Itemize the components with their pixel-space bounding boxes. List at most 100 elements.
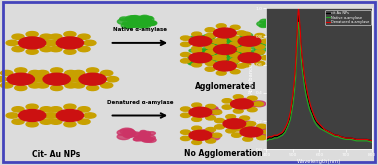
Native α-amylase bbox=[283, 131, 287, 133]
Circle shape bbox=[240, 127, 263, 137]
cit-Au NPs bbox=[333, 134, 338, 136]
Native α-amylase bbox=[333, 136, 338, 138]
Circle shape bbox=[146, 138, 154, 141]
Denatured α-amylase bbox=[272, 134, 277, 136]
Circle shape bbox=[248, 52, 254, 54]
Circle shape bbox=[124, 24, 133, 28]
Circle shape bbox=[234, 39, 244, 43]
Circle shape bbox=[222, 99, 232, 103]
Circle shape bbox=[202, 50, 211, 54]
Circle shape bbox=[255, 33, 265, 38]
Circle shape bbox=[203, 133, 214, 138]
Native α-amylase bbox=[297, 31, 302, 33]
cit-Au NPs bbox=[270, 137, 274, 139]
Circle shape bbox=[46, 40, 58, 46]
Circle shape bbox=[226, 38, 232, 41]
Circle shape bbox=[261, 131, 272, 136]
Circle shape bbox=[0, 77, 7, 82]
Circle shape bbox=[251, 128, 263, 133]
Circle shape bbox=[212, 135, 219, 138]
cit-Au NPs bbox=[302, 82, 307, 84]
Circle shape bbox=[210, 109, 221, 114]
Circle shape bbox=[230, 58, 240, 63]
Circle shape bbox=[78, 119, 90, 124]
Circle shape bbox=[144, 131, 150, 134]
Circle shape bbox=[188, 54, 201, 60]
Circle shape bbox=[237, 42, 250, 48]
Circle shape bbox=[189, 53, 212, 63]
cit-Au NPs bbox=[294, 59, 298, 61]
Circle shape bbox=[139, 132, 145, 135]
Circle shape bbox=[226, 115, 235, 119]
Native α-amylase bbox=[296, 21, 301, 23]
Circle shape bbox=[12, 119, 24, 124]
Circle shape bbox=[213, 41, 219, 44]
Circle shape bbox=[139, 18, 146, 21]
Circle shape bbox=[205, 44, 215, 49]
Denatured α-amylase bbox=[359, 138, 364, 140]
Circle shape bbox=[26, 49, 38, 54]
Circle shape bbox=[233, 120, 241, 123]
Circle shape bbox=[15, 68, 27, 73]
Circle shape bbox=[247, 96, 257, 100]
Denatured α-amylase bbox=[333, 134, 338, 136]
Circle shape bbox=[189, 130, 212, 140]
Denatured α-amylase bbox=[297, 20, 302, 22]
cit-Au NPs bbox=[307, 102, 311, 104]
cit-Au NPs bbox=[272, 136, 277, 138]
Circle shape bbox=[206, 139, 215, 143]
Circle shape bbox=[262, 126, 275, 131]
Circle shape bbox=[140, 20, 149, 24]
Denatured α-amylase bbox=[349, 137, 353, 139]
Circle shape bbox=[40, 107, 52, 112]
Denatured α-amylase bbox=[309, 107, 314, 109]
Circle shape bbox=[247, 107, 257, 112]
cit-Au NPs bbox=[312, 117, 316, 119]
Line: Denatured α-amylase: Denatured α-amylase bbox=[266, 8, 372, 141]
cit-Au NPs bbox=[277, 134, 282, 136]
Circle shape bbox=[243, 123, 253, 127]
Circle shape bbox=[107, 77, 119, 82]
Circle shape bbox=[261, 39, 271, 43]
Circle shape bbox=[121, 23, 132, 28]
Circle shape bbox=[40, 46, 52, 52]
Circle shape bbox=[254, 102, 263, 106]
Denatured α-amylase bbox=[314, 120, 319, 122]
Circle shape bbox=[228, 62, 237, 66]
Circle shape bbox=[265, 22, 277, 27]
Text: Cit- Au NPs: Cit- Au NPs bbox=[32, 150, 80, 159]
Circle shape bbox=[231, 123, 242, 127]
Denatured α-amylase bbox=[322, 129, 327, 131]
Circle shape bbox=[240, 116, 249, 120]
Circle shape bbox=[232, 119, 245, 125]
Circle shape bbox=[230, 42, 240, 47]
Circle shape bbox=[128, 132, 135, 135]
Circle shape bbox=[232, 133, 242, 137]
Circle shape bbox=[234, 37, 246, 42]
Circle shape bbox=[202, 129, 214, 134]
Circle shape bbox=[136, 136, 141, 138]
Circle shape bbox=[181, 52, 191, 57]
Circle shape bbox=[237, 47, 246, 52]
Circle shape bbox=[128, 22, 140, 27]
Denatured α-amylase bbox=[344, 137, 348, 139]
Circle shape bbox=[146, 21, 156, 25]
Denatured α-amylase bbox=[285, 122, 290, 124]
Circle shape bbox=[230, 69, 240, 74]
Circle shape bbox=[242, 101, 248, 104]
Denatured α-amylase bbox=[317, 123, 322, 125]
Circle shape bbox=[64, 122, 76, 127]
Circle shape bbox=[206, 61, 215, 66]
Native α-amylase bbox=[300, 68, 305, 70]
Native α-amylase bbox=[312, 120, 316, 122]
Denatured α-amylase bbox=[294, 37, 299, 39]
Circle shape bbox=[231, 58, 239, 61]
Circle shape bbox=[200, 134, 208, 138]
Denatured α-amylase bbox=[320, 126, 324, 128]
cit-Au NPs bbox=[354, 138, 359, 140]
Denatured α-amylase bbox=[302, 78, 307, 80]
Circle shape bbox=[230, 59, 240, 63]
Circle shape bbox=[73, 83, 85, 88]
Circle shape bbox=[230, 36, 240, 40]
Circle shape bbox=[192, 49, 198, 51]
